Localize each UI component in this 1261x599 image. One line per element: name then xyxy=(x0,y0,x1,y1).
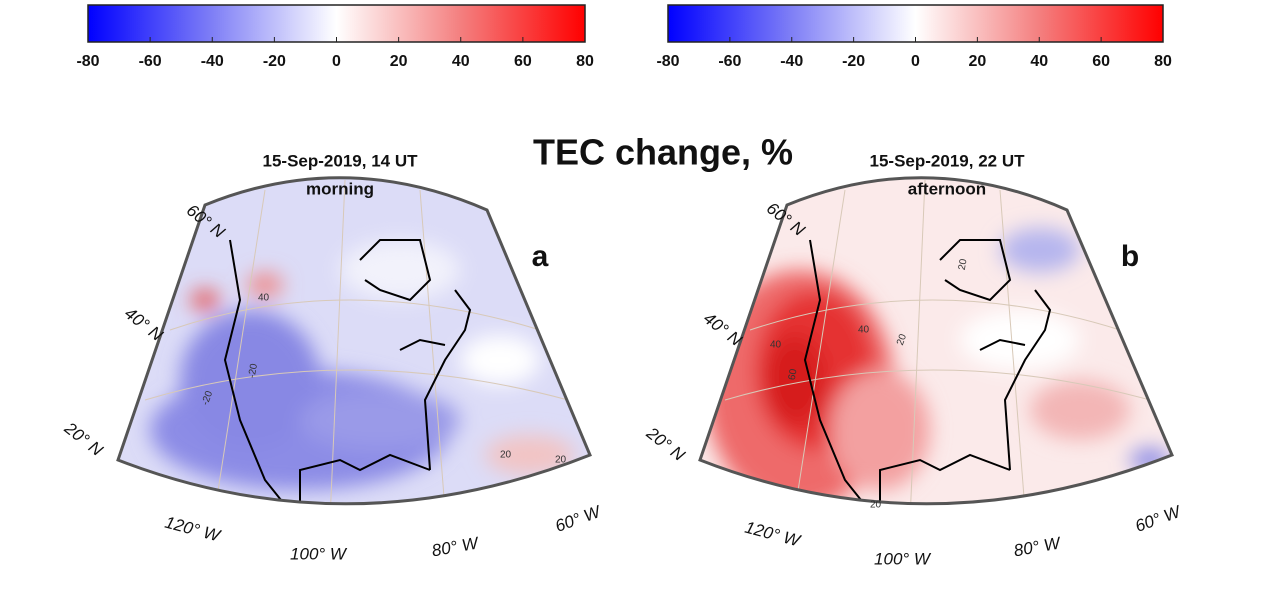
contour-label: -20 xyxy=(247,362,260,379)
colorbar-tick-label: -80 xyxy=(76,53,99,70)
contour-label: 20 xyxy=(870,500,882,511)
lon-label: 120° W xyxy=(743,518,804,551)
colorbar-tick-label: 60 xyxy=(514,53,532,70)
contour-label: 20 xyxy=(500,450,512,461)
colorbar-tick-label: -80 xyxy=(656,53,679,70)
colorbar-tick-label: 0 xyxy=(911,53,920,70)
lat-label: 20° N xyxy=(642,423,689,465)
lon-label: 80° W xyxy=(1012,533,1063,560)
lon-label: 100° W xyxy=(874,549,932,568)
contour-label: 20 xyxy=(555,455,567,466)
contour-label: 60 xyxy=(787,368,800,381)
panel-label: a xyxy=(532,240,549,273)
colorbar-tick-label: 60 xyxy=(1092,53,1110,70)
colorbar-tick-label: -20 xyxy=(842,53,865,70)
colorbar-tick-label: -40 xyxy=(201,53,224,70)
contour-label: 40 xyxy=(258,293,270,304)
lon-label: 60° W xyxy=(553,502,605,536)
panel-label: b xyxy=(1121,240,1139,273)
colorbar-tick-label: 20 xyxy=(390,53,408,70)
colorbar xyxy=(87,4,586,43)
lon-label: 60° W xyxy=(1133,502,1185,536)
map-a: 15-Sep-2019, 14 UT morning a 60° N 40° N… xyxy=(60,151,605,563)
colorbar-tick-label: -20 xyxy=(263,53,286,70)
colorbar-tick-label: 20 xyxy=(968,53,986,70)
lon-label: 100° W xyxy=(290,544,348,563)
contour-label: 40 xyxy=(770,340,782,351)
lat-label: 20° N xyxy=(60,418,107,460)
contour-label: -20 xyxy=(200,389,215,407)
figure-title: TEC change, % xyxy=(533,132,793,173)
colorbar-tick-label: -40 xyxy=(780,53,803,70)
colorbar-tick-label: -60 xyxy=(718,53,741,70)
map-title: 15-Sep-2019, 14 UT xyxy=(263,151,419,170)
lon-label: 80° W xyxy=(430,533,481,560)
map-title: 15-Sep-2019, 22 UT xyxy=(870,151,1026,170)
colorbar-tick-label: 40 xyxy=(1030,53,1048,70)
contour-label: 20 xyxy=(895,332,909,347)
colorbar-tick-label: 80 xyxy=(1154,53,1172,70)
colorbar-tick-label: 80 xyxy=(576,53,594,70)
map-b: 15-Sep-2019, 22 UT afternoon b 60° N 40°… xyxy=(642,151,1185,568)
contour-label: 40 xyxy=(858,325,870,336)
lon-label: 120° W xyxy=(163,513,224,546)
colorbar xyxy=(667,4,1164,43)
colorbar-tick-label: -60 xyxy=(139,53,162,70)
map-subtitle: afternoon xyxy=(908,179,986,198)
contour-label: 20 xyxy=(957,258,970,271)
map-subtitle: morning xyxy=(306,179,374,198)
colorbar-tick-label: 0 xyxy=(332,53,341,70)
colorbar-tick-label: 40 xyxy=(452,53,470,70)
